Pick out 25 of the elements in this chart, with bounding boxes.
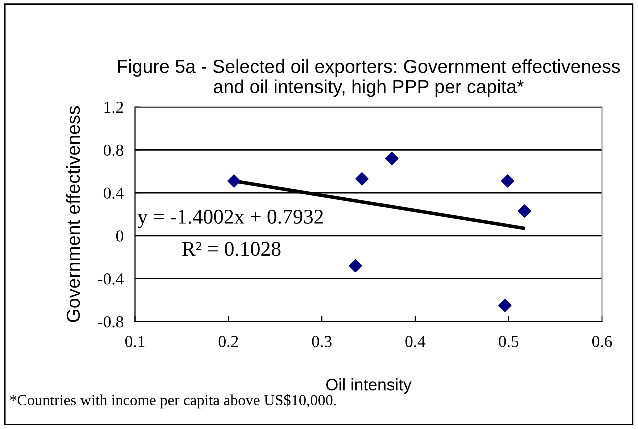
y-tick-label: -0.4	[98, 274, 124, 285]
chart-title: Figure 5a - Selected oil exporters: Government effectiveness and oil intensity, high PPP per capita*	[118, 60, 620, 98]
y-tick-label: 0	[116, 230, 124, 242]
x-tick-label: 0.4	[406, 336, 426, 348]
point	[498, 299, 512, 312]
y-tick-label: 0.4	[104, 188, 124, 200]
point	[349, 259, 362, 273]
annotation: R² = 0.1028	[182, 242, 281, 256]
point	[386, 152, 399, 166]
x-tick-label: 0.6	[592, 336, 612, 348]
text: *Countries with income per capita above US$10,000.	[10, 394, 336, 409]
y-tick-label: 1.2	[104, 102, 124, 114]
point	[518, 204, 532, 218]
x-tick-label: 0.1	[125, 336, 145, 348]
y-tick-label: 0.8	[104, 144, 124, 156]
x-axis-title: Oil intensity	[326, 378, 412, 394]
point	[228, 174, 241, 188]
x-tick-label: 0.2	[218, 336, 238, 348]
x-tick-label: 0.5	[499, 336, 519, 348]
x-tick-label: 0.3	[312, 336, 332, 348]
point	[356, 172, 369, 186]
y-tick-label: -0.8	[98, 316, 124, 328]
point	[501, 174, 515, 188]
annotation: y = -1.4002x + 0.7932	[138, 210, 324, 228]
y-axis-title: Government effectiveness	[66, 106, 80, 322]
